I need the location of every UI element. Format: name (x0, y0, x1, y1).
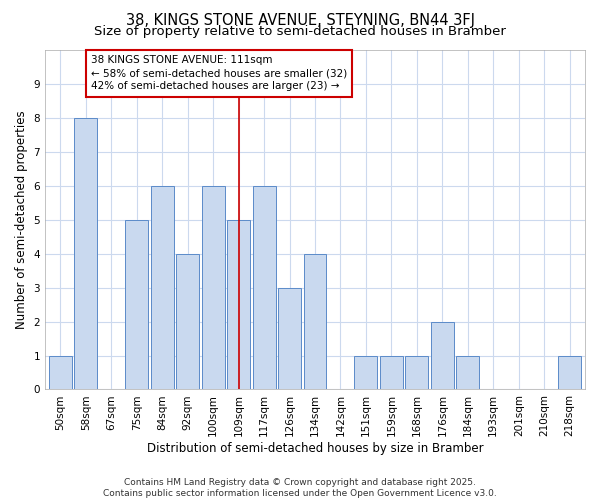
Bar (355, 356, 377, 390)
Bar (202, 186, 224, 390)
Bar (304, 254, 326, 390)
Text: 38, KINGS STONE AVENUE, STEYNING, BN44 3FJ: 38, KINGS STONE AVENUE, STEYNING, BN44 3… (125, 12, 475, 28)
Text: Contains HM Land Registry data © Crown copyright and database right 2025.
Contai: Contains HM Land Registry data © Crown c… (103, 478, 497, 498)
Bar (49, 356, 72, 390)
Bar (431, 322, 454, 390)
Text: 38 KINGS STONE AVENUE: 111sqm
← 58% of semi-detached houses are smaller (32)
42%: 38 KINGS STONE AVENUE: 111sqm ← 58% of s… (91, 55, 347, 92)
Bar (125, 220, 148, 390)
Bar (176, 254, 199, 390)
Bar (558, 356, 581, 390)
Y-axis label: Number of semi-detached properties: Number of semi-detached properties (15, 110, 28, 329)
Bar (278, 288, 301, 390)
Bar (253, 186, 275, 390)
Bar (406, 356, 428, 390)
Bar (380, 356, 403, 390)
Bar (151, 186, 173, 390)
Bar (227, 220, 250, 390)
Bar (74, 118, 97, 390)
Bar (457, 356, 479, 390)
X-axis label: Distribution of semi-detached houses by size in Bramber: Distribution of semi-detached houses by … (147, 442, 484, 455)
Text: Size of property relative to semi-detached houses in Bramber: Size of property relative to semi-detach… (94, 25, 506, 38)
